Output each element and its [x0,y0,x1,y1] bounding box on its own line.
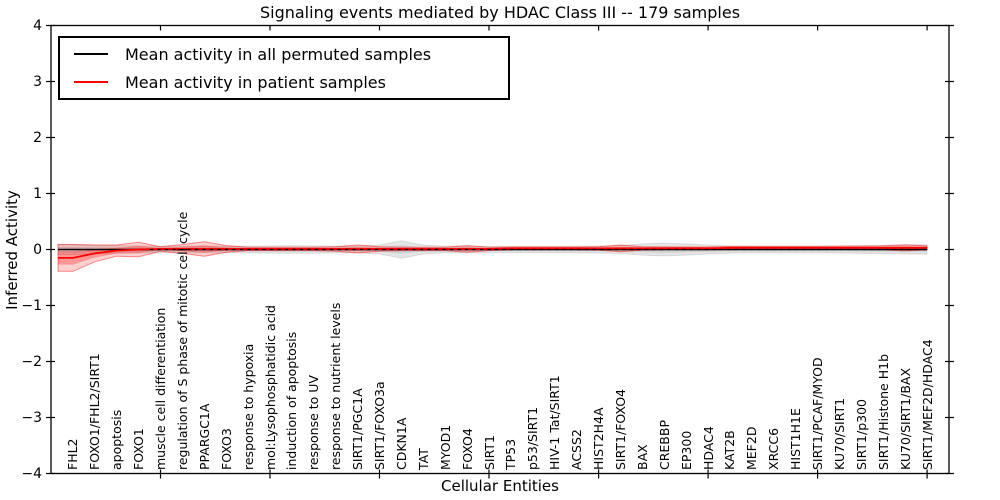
x-category-label: HDAC4 [700,426,716,470]
plot-frame [50,24,950,475]
x-category-label: p53/SIRT1 [525,406,541,470]
x-category-label: FHL2 [65,438,81,470]
x-category-label: CDKN1A [393,417,409,470]
x-category-label: BAX [634,444,650,470]
y-tick-label: 3 [33,73,42,90]
x-category-label: SIRT1/p300 [853,399,869,470]
x-category-label: MEF2D [744,426,760,470]
x-category-label: SIRT1/FOXO3a [372,381,388,470]
x-category-label: CREBBP [656,420,672,470]
y-tick-label: 1 [33,185,42,202]
x-category-label: FOXO4 [459,428,475,470]
x-category-label: SIRT1/PGC1A [350,388,366,470]
y-axis-title: Inferred Activity [3,190,21,310]
x-category-label: TAT [415,448,431,470]
x-category-label: KU70/SIRT1/BAX [897,367,913,470]
x-category-label: HIST1H1E [788,408,804,470]
x-category-label: KU70/SIRT1 [831,397,847,470]
x-category-label: muscle cell differentiation [153,307,168,470]
y-tick-label: −4 [21,465,42,482]
mean-lines [58,246,928,259]
x-category-label: EP300 [678,430,694,470]
x-category-label: apoptosis [109,409,125,470]
y-tick-label: −1 [21,297,42,314]
x-category-label: SIRT1/MEF2D/HDAC4 [919,339,935,470]
x-axis-title: Cellular Entities [441,477,559,495]
y-tick-label: 0 [33,241,42,258]
x-category-label: KAT2B [722,430,738,470]
chart-title: Signaling events mediated by HDAC Class … [259,3,741,22]
patient-line-swatch [74,81,108,83]
x-category-label: regulation of S phase of mitotic cell cy… [174,211,190,470]
x-category-label: mol:Lysophosphatidic acid [262,305,278,470]
x-category-label: SIRT1/FOXO4 [612,389,628,470]
x-category-label: response to UV [306,375,322,470]
permuted-line-swatch [74,53,108,55]
y-tick-label: −2 [21,353,42,370]
x-category-label: FOXO1/FHL2/SIRT1 [87,353,103,470]
x-category-label: SIRT1/PCAF/MYOD [810,357,826,470]
x-category-label: HIST2H4A [591,407,607,470]
x-category-label: ACSS2 [569,429,585,470]
legend-label-permuted: Mean activity in all permuted samples [125,44,432,64]
x-category-label: XRCC6 [766,427,782,470]
y-tick-label: 4 [33,17,42,34]
x-category-label: FOXO3 [218,428,234,470]
x-category-label: TP53 [503,438,519,470]
x-category-label: SIRT1 [481,435,497,470]
x-category-label: FOXO1 [131,428,147,470]
x-category-label: MYOD1 [437,424,453,470]
legend: Mean activity in all permuted samples Me… [58,36,510,100]
legend-label-patient: Mean activity in patient samples [125,72,386,92]
legend-entry-permuted: Mean activity in all permuted samples [60,42,508,66]
y-tick-label: 2 [33,129,42,146]
x-category-label: PPARGC1A [196,403,212,470]
legend-entry-patient: Mean activity in patient samples [60,70,508,94]
x-category-label: response to hypoxia [240,343,256,470]
x-category-label: HIV-1 Tat/SIRT1 [547,375,563,470]
x-category-label: SIRT1/Histone H1b [875,353,891,470]
x-category-label: response to nutrient levels [328,302,344,470]
x-category-label: induction of apoptosis [284,331,300,470]
y-tick-label: −3 [21,409,42,426]
